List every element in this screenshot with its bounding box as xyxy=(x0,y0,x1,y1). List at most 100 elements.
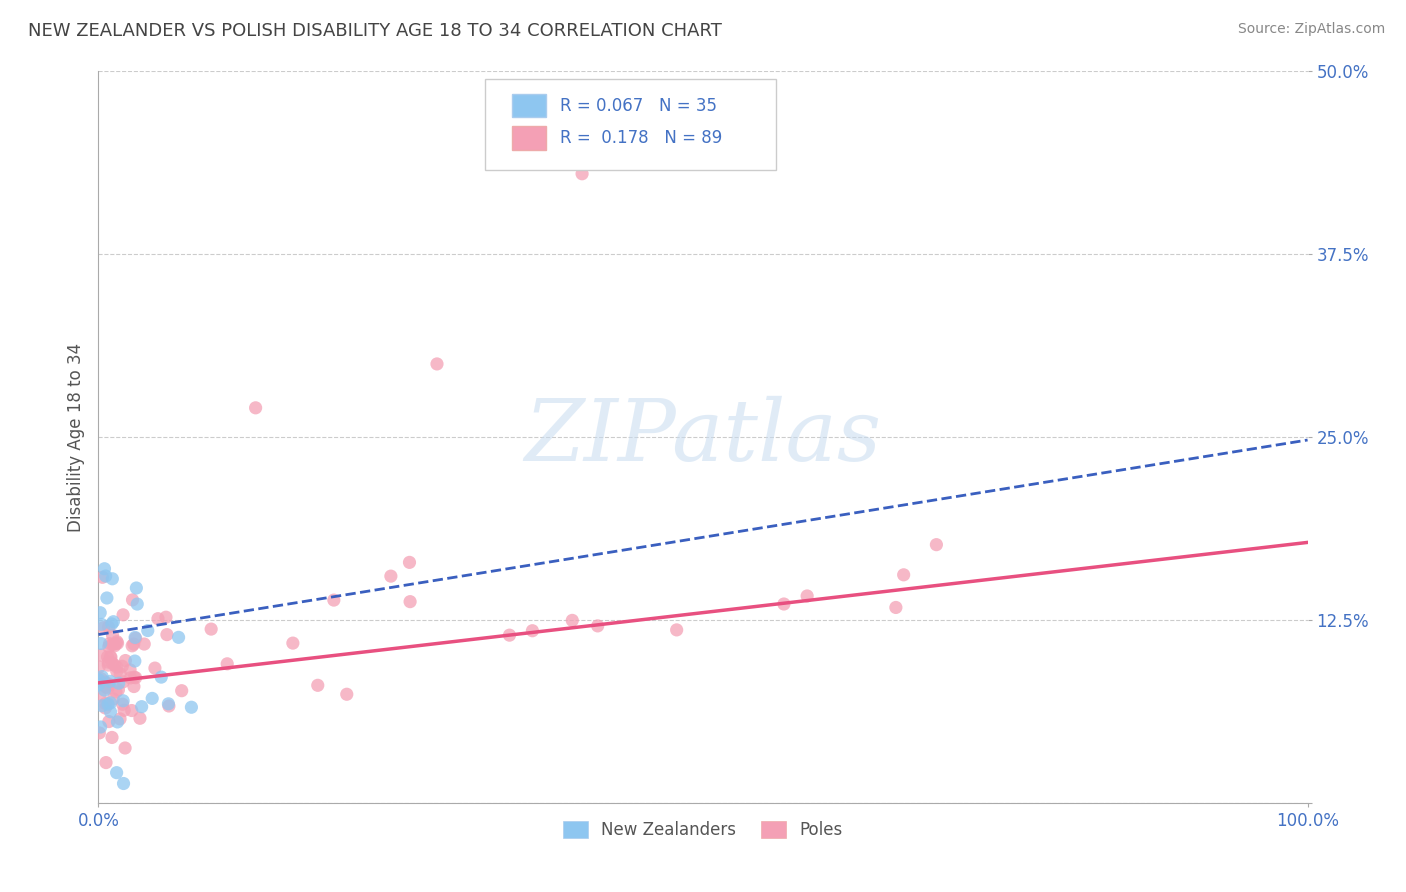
Point xyxy=(101,731,124,745)
Point xyxy=(380,569,402,583)
Point xyxy=(90,720,112,734)
Point xyxy=(104,636,127,650)
Point xyxy=(120,671,142,685)
Point xyxy=(170,683,193,698)
Text: ZIPatlas: ZIPatlas xyxy=(524,396,882,478)
Point xyxy=(122,680,145,694)
Point xyxy=(103,615,125,629)
Point xyxy=(100,696,122,710)
Point xyxy=(322,593,344,607)
Point xyxy=(155,610,177,624)
Point xyxy=(94,680,117,694)
Text: R = 0.067   N = 35: R = 0.067 N = 35 xyxy=(561,96,717,115)
Point xyxy=(101,572,124,586)
Point xyxy=(150,670,173,684)
Point xyxy=(125,581,148,595)
Point xyxy=(97,714,120,729)
Point xyxy=(129,711,152,725)
Point xyxy=(157,697,180,711)
Point xyxy=(90,648,112,662)
Point xyxy=(98,637,121,651)
Point xyxy=(281,636,304,650)
Point xyxy=(94,756,117,770)
Point xyxy=(112,694,135,708)
Bar xyxy=(512,127,546,150)
Point xyxy=(571,167,593,181)
Point xyxy=(91,570,114,584)
Legend: New Zealanders, Poles: New Zealanders, Poles xyxy=(557,814,849,846)
Point xyxy=(141,691,163,706)
Point xyxy=(97,681,120,695)
Point xyxy=(100,705,122,719)
Point xyxy=(96,591,118,605)
Point xyxy=(122,670,145,684)
Point xyxy=(103,657,125,672)
Point xyxy=(522,624,544,638)
Point xyxy=(96,649,118,664)
Point xyxy=(146,612,169,626)
Point xyxy=(105,660,128,674)
Point xyxy=(98,674,121,689)
Point xyxy=(180,700,202,714)
Text: NEW ZEALANDER VS POLISH DISABILITY AGE 18 TO 34 CORRELATION CHART: NEW ZEALANDER VS POLISH DISABILITY AGE 1… xyxy=(28,22,723,40)
Point xyxy=(89,660,111,674)
Point xyxy=(89,606,111,620)
Point xyxy=(124,631,146,645)
Point xyxy=(200,622,222,636)
Point xyxy=(111,659,134,673)
Point xyxy=(893,567,915,582)
Point xyxy=(97,658,120,673)
Point xyxy=(101,638,124,652)
Point xyxy=(107,682,129,697)
Point xyxy=(336,687,359,701)
Point xyxy=(103,692,125,706)
Point xyxy=(884,600,907,615)
Point xyxy=(104,685,127,699)
Point xyxy=(121,639,143,653)
Point xyxy=(100,616,122,631)
Point xyxy=(91,670,114,684)
Point xyxy=(107,676,129,690)
Point xyxy=(94,675,117,690)
Point xyxy=(98,649,121,664)
Point xyxy=(127,597,149,611)
Point xyxy=(112,607,135,622)
Text: R =  0.178   N = 89: R = 0.178 N = 89 xyxy=(561,129,723,147)
Point xyxy=(97,677,120,691)
Point xyxy=(157,698,180,713)
Point xyxy=(124,654,146,668)
Bar xyxy=(512,94,546,118)
Point xyxy=(586,619,609,633)
Point xyxy=(94,569,117,583)
Point xyxy=(107,714,129,729)
Point xyxy=(121,704,143,718)
Point xyxy=(104,639,127,653)
Point xyxy=(87,673,110,687)
Point xyxy=(87,678,110,692)
Point xyxy=(134,637,156,651)
Point xyxy=(426,357,449,371)
Point xyxy=(110,666,132,681)
Point xyxy=(89,689,111,703)
Point xyxy=(112,703,135,717)
Point xyxy=(94,697,117,711)
Point xyxy=(114,654,136,668)
Y-axis label: Disability Age 18 to 34: Disability Age 18 to 34 xyxy=(66,343,84,532)
Point xyxy=(124,671,146,685)
Point xyxy=(307,678,329,692)
Point xyxy=(114,741,136,756)
Point xyxy=(105,765,128,780)
FancyBboxPatch shape xyxy=(485,78,776,170)
Point xyxy=(143,661,166,675)
Point xyxy=(665,623,688,637)
Point xyxy=(773,597,796,611)
Point xyxy=(112,776,135,790)
Point xyxy=(217,657,239,671)
Point xyxy=(97,640,120,654)
Point xyxy=(121,593,143,607)
Point xyxy=(108,712,131,726)
Point xyxy=(89,726,111,740)
Point xyxy=(101,628,124,642)
Point xyxy=(120,663,142,677)
Point xyxy=(925,538,948,552)
